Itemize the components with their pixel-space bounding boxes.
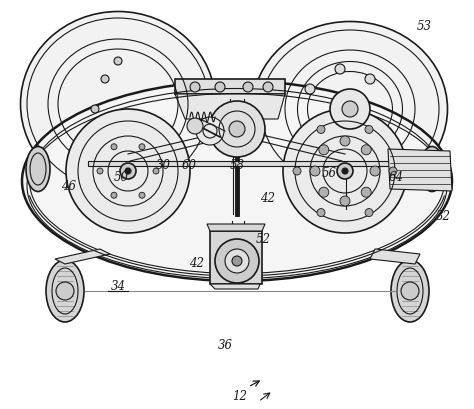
Circle shape xyxy=(337,163,353,179)
Polygon shape xyxy=(88,161,390,166)
Circle shape xyxy=(196,117,224,145)
Circle shape xyxy=(66,109,190,233)
Polygon shape xyxy=(388,149,452,191)
Circle shape xyxy=(335,64,345,74)
Ellipse shape xyxy=(391,260,429,322)
Circle shape xyxy=(342,168,348,174)
Text: 12: 12 xyxy=(232,390,247,403)
Ellipse shape xyxy=(420,146,444,191)
Circle shape xyxy=(361,145,371,155)
Circle shape xyxy=(114,57,122,65)
Circle shape xyxy=(56,282,74,300)
Ellipse shape xyxy=(22,81,452,281)
Polygon shape xyxy=(210,284,260,289)
Circle shape xyxy=(215,239,259,283)
Circle shape xyxy=(365,209,373,217)
Text: 34: 34 xyxy=(111,280,126,293)
Circle shape xyxy=(389,167,397,175)
Text: 42: 42 xyxy=(189,257,204,270)
Polygon shape xyxy=(55,249,110,264)
Circle shape xyxy=(125,168,131,174)
Text: 56: 56 xyxy=(322,167,337,180)
Polygon shape xyxy=(175,94,285,119)
Circle shape xyxy=(120,163,136,179)
Polygon shape xyxy=(207,224,265,231)
Circle shape xyxy=(319,187,329,197)
Circle shape xyxy=(153,168,159,174)
Circle shape xyxy=(101,75,109,83)
Ellipse shape xyxy=(46,260,84,322)
Circle shape xyxy=(215,82,225,92)
Circle shape xyxy=(111,192,117,198)
Circle shape xyxy=(229,121,245,137)
Text: 58: 58 xyxy=(229,159,245,172)
Circle shape xyxy=(365,126,373,133)
Circle shape xyxy=(91,105,99,113)
Circle shape xyxy=(209,101,265,157)
Circle shape xyxy=(317,209,325,217)
Circle shape xyxy=(190,82,200,92)
Circle shape xyxy=(340,136,350,146)
Circle shape xyxy=(232,256,242,266)
Circle shape xyxy=(340,196,350,206)
Circle shape xyxy=(310,166,320,176)
Circle shape xyxy=(187,118,203,134)
Circle shape xyxy=(293,167,301,175)
Circle shape xyxy=(283,109,407,233)
Text: 64: 64 xyxy=(388,171,403,184)
Circle shape xyxy=(319,145,329,155)
Ellipse shape xyxy=(253,22,447,196)
Circle shape xyxy=(111,144,117,150)
Polygon shape xyxy=(210,231,262,284)
Ellipse shape xyxy=(26,146,50,191)
Text: 52: 52 xyxy=(255,233,271,246)
Circle shape xyxy=(361,187,371,197)
Text: 30: 30 xyxy=(156,159,171,172)
Circle shape xyxy=(97,168,103,174)
Circle shape xyxy=(330,89,370,129)
Circle shape xyxy=(243,82,253,92)
Circle shape xyxy=(305,84,315,94)
Ellipse shape xyxy=(20,11,216,196)
Circle shape xyxy=(342,101,358,117)
Circle shape xyxy=(225,249,249,273)
Text: 46: 46 xyxy=(61,180,76,193)
Circle shape xyxy=(139,144,145,150)
Circle shape xyxy=(139,192,145,198)
Polygon shape xyxy=(370,249,420,264)
Text: 53: 53 xyxy=(417,20,432,33)
Circle shape xyxy=(401,282,419,300)
Circle shape xyxy=(263,82,273,92)
Text: 50: 50 xyxy=(113,171,128,184)
Text: 42: 42 xyxy=(260,192,275,205)
Text: 32: 32 xyxy=(436,210,451,223)
Polygon shape xyxy=(175,79,285,94)
Circle shape xyxy=(317,126,325,133)
Circle shape xyxy=(370,166,380,176)
Text: 36: 36 xyxy=(218,339,233,352)
Circle shape xyxy=(365,74,375,84)
Text: 60: 60 xyxy=(182,159,197,172)
